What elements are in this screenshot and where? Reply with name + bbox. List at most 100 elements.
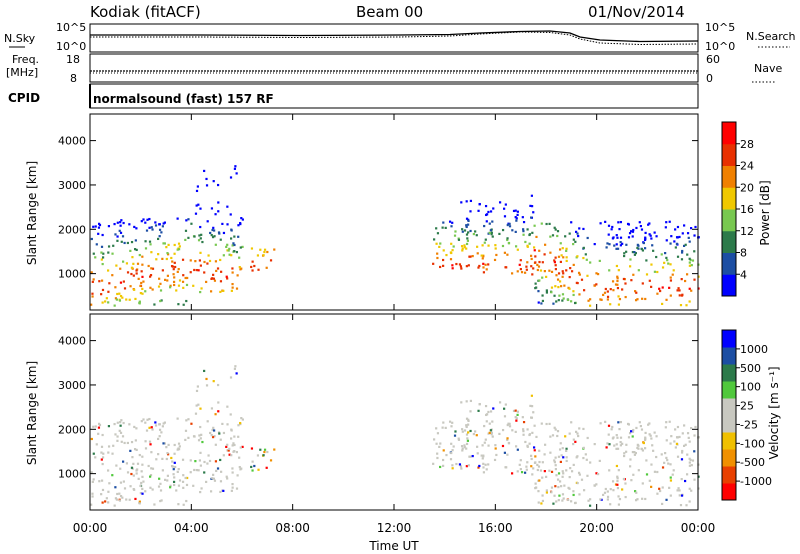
power-point — [580, 278, 584, 281]
power-point — [544, 243, 547, 246]
colorbar-swatch — [722, 209, 736, 232]
power-point — [491, 235, 494, 238]
velocity-point — [238, 465, 241, 469]
power-point — [514, 245, 518, 248]
velocity-point — [231, 444, 234, 447]
power-point — [522, 221, 526, 224]
velocity-point — [656, 492, 659, 495]
power-point — [616, 236, 619, 239]
power-point — [572, 242, 575, 246]
colorbar-tick-label: 4 — [740, 268, 747, 281]
power-point — [144, 290, 147, 293]
power-point — [506, 237, 509, 240]
velocity-point — [641, 482, 644, 485]
power-point — [177, 284, 181, 287]
velocity-point — [576, 455, 579, 458]
power-point — [231, 267, 234, 270]
power-point — [606, 290, 609, 293]
velocity-point — [629, 465, 632, 468]
velocity-point — [149, 443, 152, 446]
power-point — [139, 292, 142, 295]
power-point — [606, 298, 609, 301]
power-point — [597, 272, 600, 276]
velocity-point — [101, 462, 104, 466]
power-point — [636, 243, 639, 246]
velocity-point — [616, 477, 619, 480]
power-point — [116, 235, 119, 238]
power-point — [648, 279, 651, 282]
power-point — [618, 297, 622, 301]
velocity-point — [482, 471, 486, 474]
velocity-point — [603, 491, 607, 494]
velocity-point — [233, 443, 236, 447]
power-point — [144, 221, 147, 224]
velocity-point — [667, 462, 670, 465]
velocity-point — [226, 405, 229, 408]
velocity-point — [635, 426, 638, 430]
power-point — [671, 273, 674, 276]
velocity-point — [556, 434, 559, 438]
velocity-point — [678, 489, 681, 492]
power-point — [478, 264, 481, 268]
velocity-point — [121, 496, 124, 499]
velocity-point — [135, 469, 138, 472]
velocity-point — [683, 479, 687, 483]
power-point — [235, 287, 239, 290]
power-point — [676, 255, 680, 258]
velocity-point — [122, 460, 125, 463]
velocity-point — [201, 440, 204, 444]
power-point — [536, 268, 539, 272]
velocity-point — [686, 453, 689, 456]
power-point — [615, 234, 618, 237]
power-point — [656, 270, 659, 274]
velocity-point — [616, 447, 620, 450]
power-point — [515, 219, 518, 222]
velocity-point — [222, 431, 226, 435]
velocity-point — [618, 427, 621, 431]
velocity-point — [433, 438, 436, 441]
power-point — [617, 269, 620, 272]
power-point — [487, 210, 490, 214]
velocity-point — [615, 434, 618, 437]
power-point — [237, 235, 240, 238]
power-point — [514, 216, 517, 219]
power-point — [231, 244, 234, 247]
power-point — [163, 242, 166, 245]
velocity-point — [555, 500, 558, 503]
velocity-point — [128, 423, 131, 426]
velocity-point — [484, 404, 488, 408]
velocity-point — [263, 448, 267, 451]
velocity-point — [664, 426, 667, 429]
power-point — [181, 258, 185, 261]
power-point — [629, 265, 632, 268]
power-point — [549, 235, 552, 238]
power-point — [159, 299, 162, 303]
power-point — [219, 280, 223, 283]
velocity-point — [631, 450, 634, 454]
velocity-point — [98, 480, 101, 483]
power-point — [98, 222, 101, 225]
velocity-point — [130, 466, 134, 469]
power-point — [112, 244, 115, 247]
power-point — [554, 268, 557, 271]
power-point — [570, 221, 573, 224]
power-point — [451, 249, 454, 252]
power-point — [650, 285, 653, 288]
velocity-point — [141, 487, 144, 491]
power-point — [461, 228, 464, 231]
velocity-point — [572, 442, 575, 446]
velocity-point — [520, 471, 524, 474]
velocity-point — [599, 422, 602, 425]
velocity-point — [163, 442, 166, 445]
colorbar-tick-label: 8 — [740, 247, 747, 260]
power-point — [481, 257, 484, 260]
velocity-point — [104, 500, 107, 503]
power-point — [576, 281, 579, 285]
velocity-point — [91, 492, 94, 495]
velocity-point — [617, 469, 620, 472]
velocity-point — [169, 486, 172, 489]
beam-title: Beam 00 — [356, 3, 423, 21]
velocity-point — [665, 498, 668, 501]
velocity-point — [171, 465, 175, 468]
colorbar-swatch — [722, 364, 736, 382]
